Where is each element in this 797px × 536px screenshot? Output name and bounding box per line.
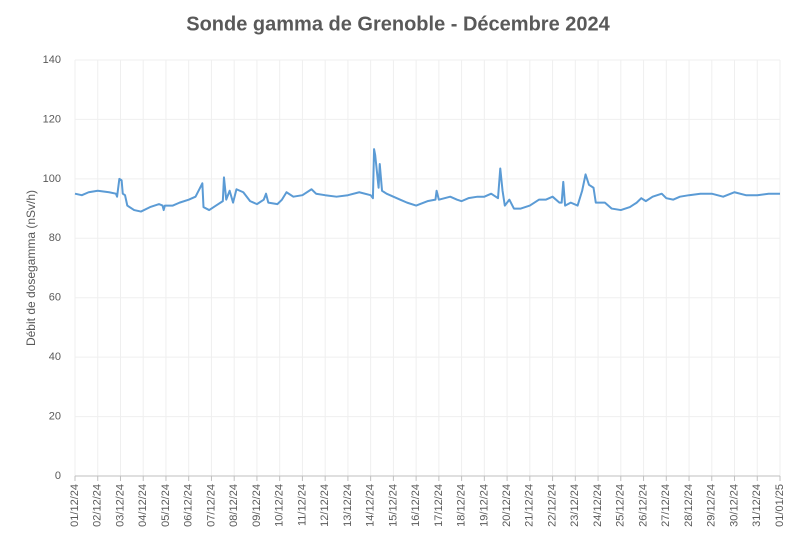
x-tick-label: 10/12/24	[274, 484, 286, 527]
x-tick-label: 29/12/24	[706, 484, 718, 527]
x-tick-label: 05/12/24	[160, 484, 172, 527]
x-tick-label: 20/12/24	[501, 484, 513, 527]
x-tick-label: 28/12/24	[683, 484, 695, 527]
x-tick-label: 27/12/24	[660, 484, 672, 527]
x-tick-label: 31/12/24	[751, 484, 763, 527]
y-tick-label: 100	[43, 173, 61, 185]
y-tick-label: 120	[43, 113, 61, 125]
y-axis-label: Débit de dosegamma (nSv/h)	[24, 190, 38, 346]
x-tick-label: 01/12/24	[69, 484, 81, 527]
y-tick-label: 20	[49, 410, 61, 422]
x-tick-label: 16/12/24	[410, 484, 422, 527]
x-tick-label: 03/12/24	[114, 484, 126, 527]
x-tick-label: 17/12/24	[433, 484, 445, 527]
x-tick-label: 15/12/24	[387, 484, 399, 527]
x-tick-label: 18/12/24	[456, 484, 468, 527]
x-tick-label: 24/12/24	[592, 484, 604, 527]
x-tick-label: 11/12/24	[296, 484, 308, 526]
y-tick-label: 80	[49, 232, 61, 244]
x-tick-label: 19/12/24	[478, 484, 490, 527]
y-tick-label: 60	[49, 292, 61, 304]
x-tick-label: 23/12/24	[569, 484, 581, 527]
x-tick-label: 14/12/24	[365, 484, 377, 527]
chart-title: Sonde gamma de Grenoble - Décembre 2024	[186, 13, 610, 35]
x-tick-label: 12/12/24	[319, 484, 331, 527]
x-tick-label: 08/12/24	[228, 484, 240, 527]
y-tick-label: 0	[55, 470, 61, 482]
x-tick-label: 26/12/24	[637, 484, 649, 527]
y-tick-label: 40	[49, 351, 61, 363]
x-tick-label: 30/12/24	[728, 484, 740, 527]
x-tick-label: 22/12/24	[546, 484, 558, 527]
y-tick-label: 140	[43, 54, 61, 66]
x-tick-label: 09/12/24	[251, 484, 263, 527]
x-tick-label: 06/12/24	[183, 484, 195, 527]
x-tick-label: 21/12/24	[524, 484, 536, 527]
x-tick-label: 02/12/24	[92, 484, 104, 527]
x-tick-label: 01/01/25	[774, 484, 786, 527]
x-tick-label: 13/12/24	[342, 484, 354, 527]
x-tick-label: 07/12/24	[205, 484, 217, 527]
x-tick-label: 25/12/24	[615, 484, 627, 527]
x-tick-label: 04/12/24	[137, 484, 149, 527]
data-line	[74, 148, 780, 213]
